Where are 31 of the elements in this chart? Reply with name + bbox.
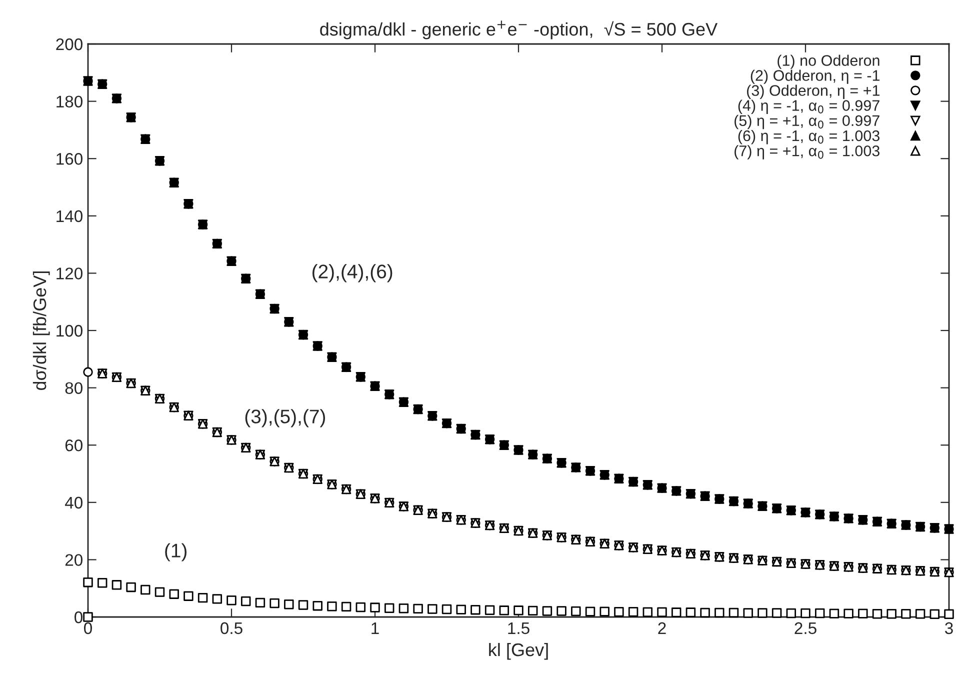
- y-tick-label: 140: [56, 210, 82, 222]
- x-tick-label: 0.5: [220, 622, 242, 634]
- y-axis-title: dσ/dkl [fb/GeV]: [32, 272, 50, 390]
- legend-label: (2) Odderon, η = -1: [750, 70, 880, 84]
- x-tick-label: 0: [84, 622, 92, 634]
- legend-label: (3) Odderon, η = +1: [747, 84, 880, 99]
- y-tick-label: 120: [56, 268, 82, 280]
- y-tick-label: 60: [65, 440, 82, 452]
- legend-label: (1) no Odderon: [778, 54, 880, 69]
- y-tick-label: 20: [65, 554, 82, 566]
- chart-title: dsigma/dkl - generic e$^{+}$e$^{−}$ -option, √S = 500 GeV: [320, 20, 718, 40]
- annotation: (1): [165, 543, 186, 562]
- legend-label: (7) η = +1, α$_{0}$ = 1.003: [734, 145, 880, 160]
- y-tick-label: 160: [56, 153, 82, 165]
- legend-label: (6) η = -1, α$_{0}$ = 1.003: [738, 130, 880, 144]
- y-tick-label: 40: [64, 496, 82, 509]
- y-tick-label: 100: [56, 324, 82, 337]
- x-axis-title: kl [Gev]: [489, 642, 548, 660]
- x-tick-label: 2: [658, 622, 666, 634]
- y-tick-label: 180: [56, 96, 82, 108]
- annotation: (2),(4),(6): [312, 264, 392, 282]
- x-tick-label: 1.5: [508, 622, 530, 634]
- x-tick-label: 3: [945, 622, 953, 634]
- x-tick-label: 2.5: [794, 622, 816, 634]
- y-tick-label: 0: [74, 611, 82, 624]
- y-tick-label: 200: [56, 38, 82, 50]
- y-tick-label: 80: [65, 382, 82, 394]
- legend-label: (4) η = -1, α$_{0}$ = 0.997: [738, 100, 880, 114]
- annotation: (3),(5),(7): [245, 409, 326, 428]
- x-tick-label: 1: [372, 622, 379, 634]
- legend-label: (5) η = +1, α$_{0}$ = 0.997: [734, 114, 880, 130]
